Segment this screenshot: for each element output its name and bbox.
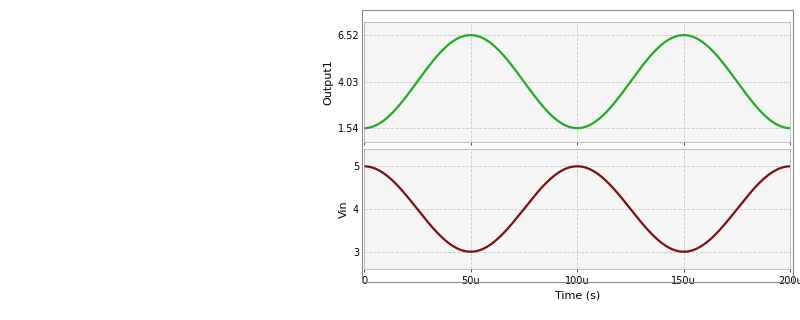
X-axis label: Time (s): Time (s): [554, 291, 600, 300]
Y-axis label: Output1: Output1: [323, 59, 334, 105]
Y-axis label: Vin: Vin: [338, 200, 349, 218]
